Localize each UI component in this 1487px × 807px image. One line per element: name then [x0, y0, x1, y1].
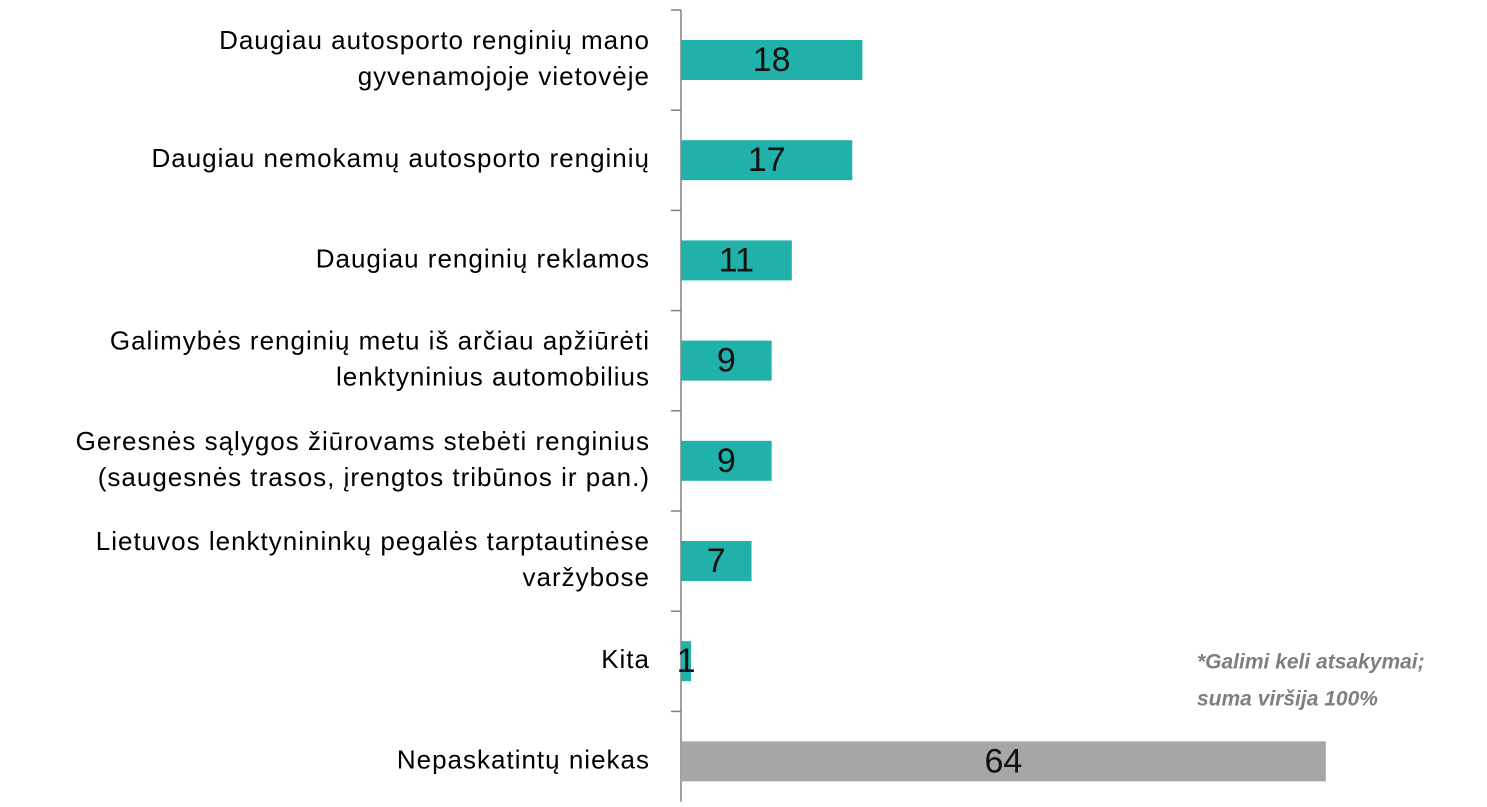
bar [681, 541, 752, 581]
text-line: lenktyninius automobilius [336, 361, 650, 391]
text-line: Geresnės sąlygos žiūrovams stebėti rengi… [76, 426, 650, 456]
text-line: Galimybės renginių metu iš arčiau apžiūr… [110, 325, 650, 355]
text-line: varžybose [523, 562, 651, 592]
text-line: Kita [601, 644, 650, 674]
value-label: 9 [717, 342, 736, 380]
footnote: suma viršija 100% [1197, 688, 1378, 711]
value-label: 64 [984, 742, 1022, 780]
bar [681, 140, 853, 181]
bar [681, 340, 772, 381]
category-label: Daugiau nemokamų autosporto renginių [151, 143, 650, 173]
text-line: Daugiau renginių reklamos [316, 243, 650, 273]
value-label: 1 [677, 642, 696, 680]
text-line: Lietuvos lenktynininkų pegalės tarptauti… [96, 526, 650, 556]
value-label: 11 [719, 241, 754, 279]
bar [681, 40, 863, 80]
category-label: Lietuvos lenktynininkų pegalės tarptauti… [96, 526, 650, 592]
category-label: Galimybės renginių metu iš arčiau apžiūr… [110, 325, 650, 391]
value-label: 9 [717, 442, 736, 480]
category-label: Nepaskatintų niekas [397, 744, 650, 774]
value-label: 17 [748, 141, 786, 179]
text-line: gyvenamojoje vietovėje [358, 61, 650, 91]
value-label: 18 [753, 41, 791, 79]
bar [681, 641, 692, 682]
bar [681, 240, 792, 281]
text-line: Nepaskatintų niekas [397, 744, 650, 774]
text-line: Daugiau autosporto renginių mano [219, 25, 650, 55]
category-label: Kita [601, 644, 650, 674]
value-label: 7 [707, 542, 726, 580]
category-label: Geresnės sąlygos žiūrovams stebėti rengi… [76, 426, 650, 492]
footnote: *Galimi keli atsakymai; [1197, 651, 1425, 674]
text-line: (saugesnės trasos, įrengtos tribūnos ir … [98, 462, 650, 492]
text-line: Daugiau nemokamų autosporto renginių [151, 143, 650, 173]
category-label: Daugiau renginių reklamos [316, 243, 650, 273]
category-label: Daugiau autosporto renginių mano gyvenamo… [219, 25, 650, 91]
bar [681, 440, 772, 481]
bar [681, 741, 1326, 782]
